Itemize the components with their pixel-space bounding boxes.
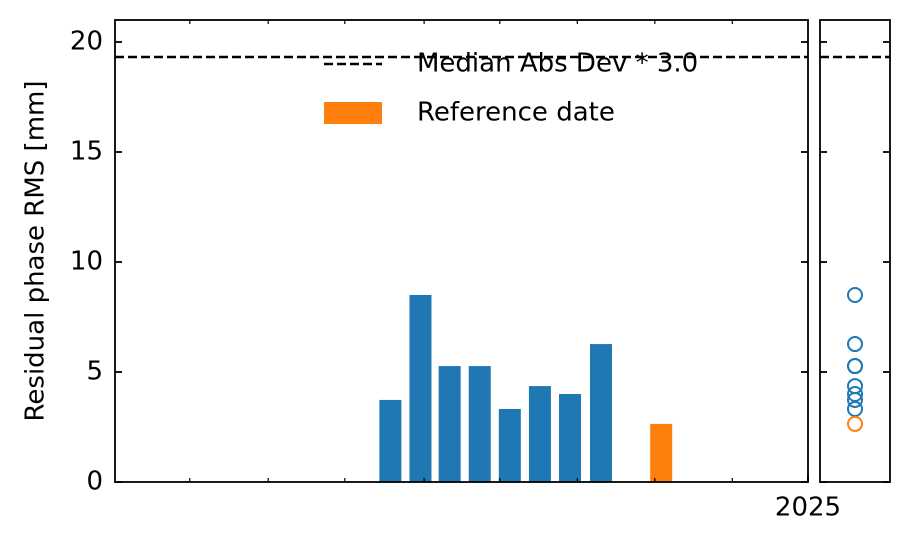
dot — [847, 336, 863, 353]
bar — [650, 423, 673, 482]
bar — [409, 295, 432, 482]
y-tick-label: 15 — [70, 137, 103, 167]
legend-label: Reference date — [417, 98, 615, 128]
y-tick-label: 0 — [86, 467, 103, 497]
y-tick-label: 20 — [70, 27, 103, 57]
bar — [438, 366, 461, 482]
legend-label: Median Abs Dev * 3.0 — [417, 49, 698, 79]
bar — [379, 399, 402, 482]
y-tick-label: 10 — [70, 247, 103, 277]
dot — [847, 287, 863, 303]
bar — [468, 366, 491, 482]
bar — [559, 394, 582, 482]
bar — [528, 386, 551, 482]
dot — [847, 378, 863, 395]
bar — [498, 408, 521, 482]
axes-frame — [819, 19, 891, 483]
dot — [847, 386, 863, 402]
y-tick-label: 5 — [86, 357, 103, 387]
x-tick-label: 2025 — [775, 493, 841, 523]
y-axis-label: Residual phase RMS [mm] — [21, 81, 51, 422]
axes-frame — [114, 19, 809, 483]
dot — [847, 358, 863, 375]
legend-patch — [324, 102, 382, 124]
dot — [847, 415, 863, 432]
dot — [847, 400, 863, 417]
bar — [590, 344, 613, 482]
